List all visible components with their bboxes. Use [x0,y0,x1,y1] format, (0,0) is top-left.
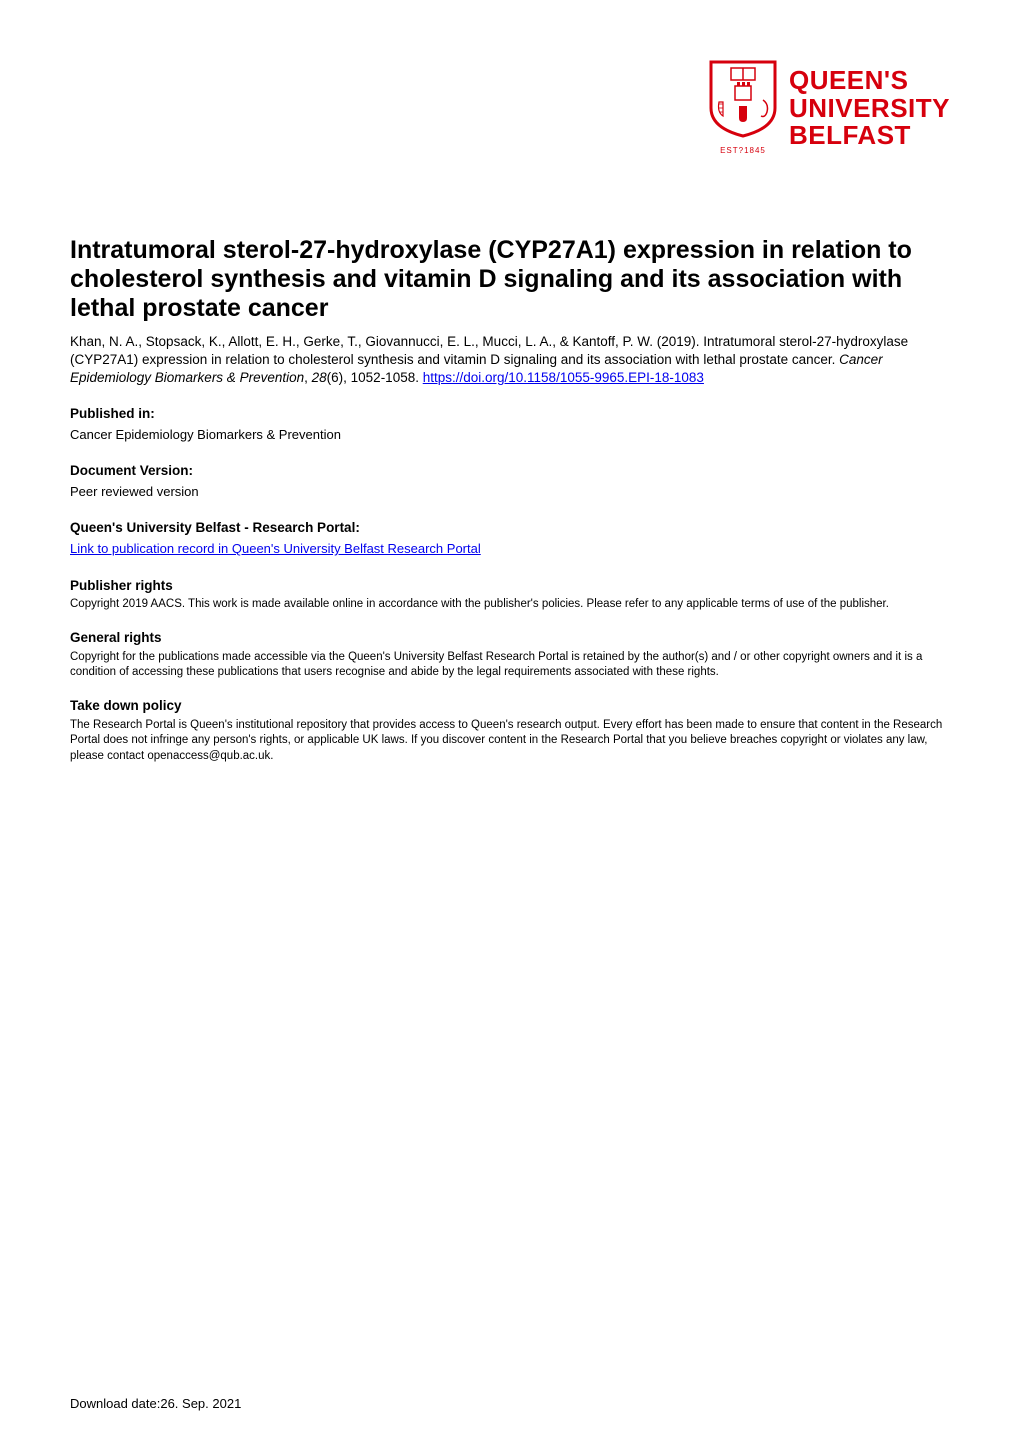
logo-line-2: UNIVERSITY [789,95,950,122]
download-date: Download date:26. Sep. 2021 [70,1395,241,1413]
shield-icon: EST?1845 [709,60,777,156]
published-in-body: Cancer Epidemiology Biomarkers & Prevent… [70,426,950,444]
publisher-rights-body: Copyright 2019 AACS. This work is made a… [70,597,950,613]
logo-text: QUEEN'S UNIVERSITY BELFAST [789,67,950,149]
paper-title: Intratumoral sterol-27-hydroxylase (CYP2… [70,236,950,322]
comma: , [304,370,312,385]
portal-label: Queen's University Belfast - Research Po… [70,519,950,538]
est-label: EST?1845 [709,145,777,156]
volume: 28 [312,370,327,385]
portal-link[interactable]: Link to publication record in Queen's Un… [70,541,481,556]
citation-block: Khan, N. A., Stopsack, K., Allott, E. H.… [70,333,950,388]
take-down-label: Take down policy [70,697,950,716]
document-version-body: Peer reviewed version [70,483,950,501]
document-version-label: Document Version: [70,462,950,481]
portal-body: Link to publication record in Queen's Un… [70,540,950,558]
university-logo: EST?1845 QUEEN'S UNIVERSITY BELFAST [709,60,950,156]
authors-text: Khan, N. A., Stopsack, K., Allott, E. H.… [70,334,908,367]
general-rights-body: Copyright for the publications made acce… [70,650,950,681]
logo-container: EST?1845 QUEEN'S UNIVERSITY BELFAST [70,60,950,156]
published-in-label: Published in: [70,405,950,424]
doi-link[interactable]: https://doi.org/10.1158/1055-9965.EPI-18… [423,370,704,385]
take-down-body: The Research Portal is Queen's instituti… [70,718,950,765]
logo-line-1: QUEEN'S [789,67,950,94]
issue-pages: (6), 1052-1058. [327,370,423,385]
logo-line-3: BELFAST [789,122,950,149]
publisher-rights-label: Publisher rights [70,577,950,596]
general-rights-label: General rights [70,629,950,648]
